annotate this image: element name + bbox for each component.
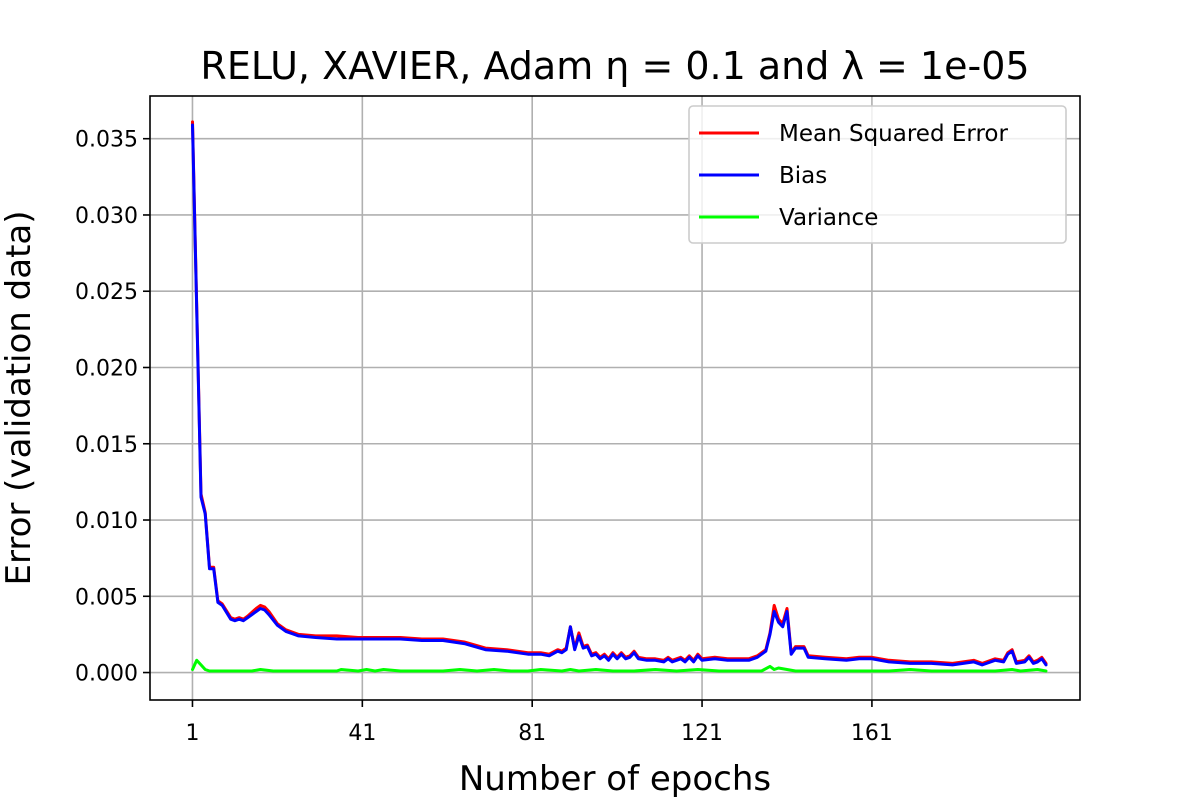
series-line-bias	[191, 123, 1048, 667]
legend: Mean Squared Error Bias Variance	[688, 105, 1067, 244]
legend-entry-label: Bias	[779, 163, 827, 189]
x-tick-label: 81	[518, 721, 546, 746]
y-tick-label: 0.015	[75, 433, 138, 458]
legend-box	[688, 105, 1067, 244]
x-tick-label: 121	[681, 721, 723, 746]
y-tick-label: 0.030	[75, 204, 138, 229]
plot-area-frame	[149, 95, 1081, 701]
y-axis-label: Error (validation data)	[0, 211, 39, 586]
chart-title: RELU, XAVIER, Adam η = 0.1 and λ = 1e-05	[200, 44, 1029, 88]
series-line-variance	[191, 658, 1048, 673]
x-tick-label: 41	[348, 721, 376, 746]
x-axis-label: Number of epochs	[459, 759, 771, 799]
y-tick-label: 0.010	[75, 509, 138, 534]
series-lines	[191, 120, 1048, 673]
legend-entry-label: Mean Squared Error	[779, 121, 1008, 147]
y-tick-label: 0.025	[75, 280, 138, 305]
y-tick-label: 0.005	[75, 585, 138, 610]
x-tick-label: 161	[851, 721, 893, 746]
y-tick-label: 0.000	[75, 662, 138, 687]
legend-entry-label: Variance	[779, 205, 878, 231]
axis-ticks: 1 41 81 121 161 0.000 0.005 0.010 0.015 0.020 0.02…	[75, 128, 893, 746]
y-tick-label: 0.020	[75, 356, 138, 381]
y-tick-label: 0.035	[75, 128, 138, 153]
x-tick-label: 1	[185, 721, 199, 746]
